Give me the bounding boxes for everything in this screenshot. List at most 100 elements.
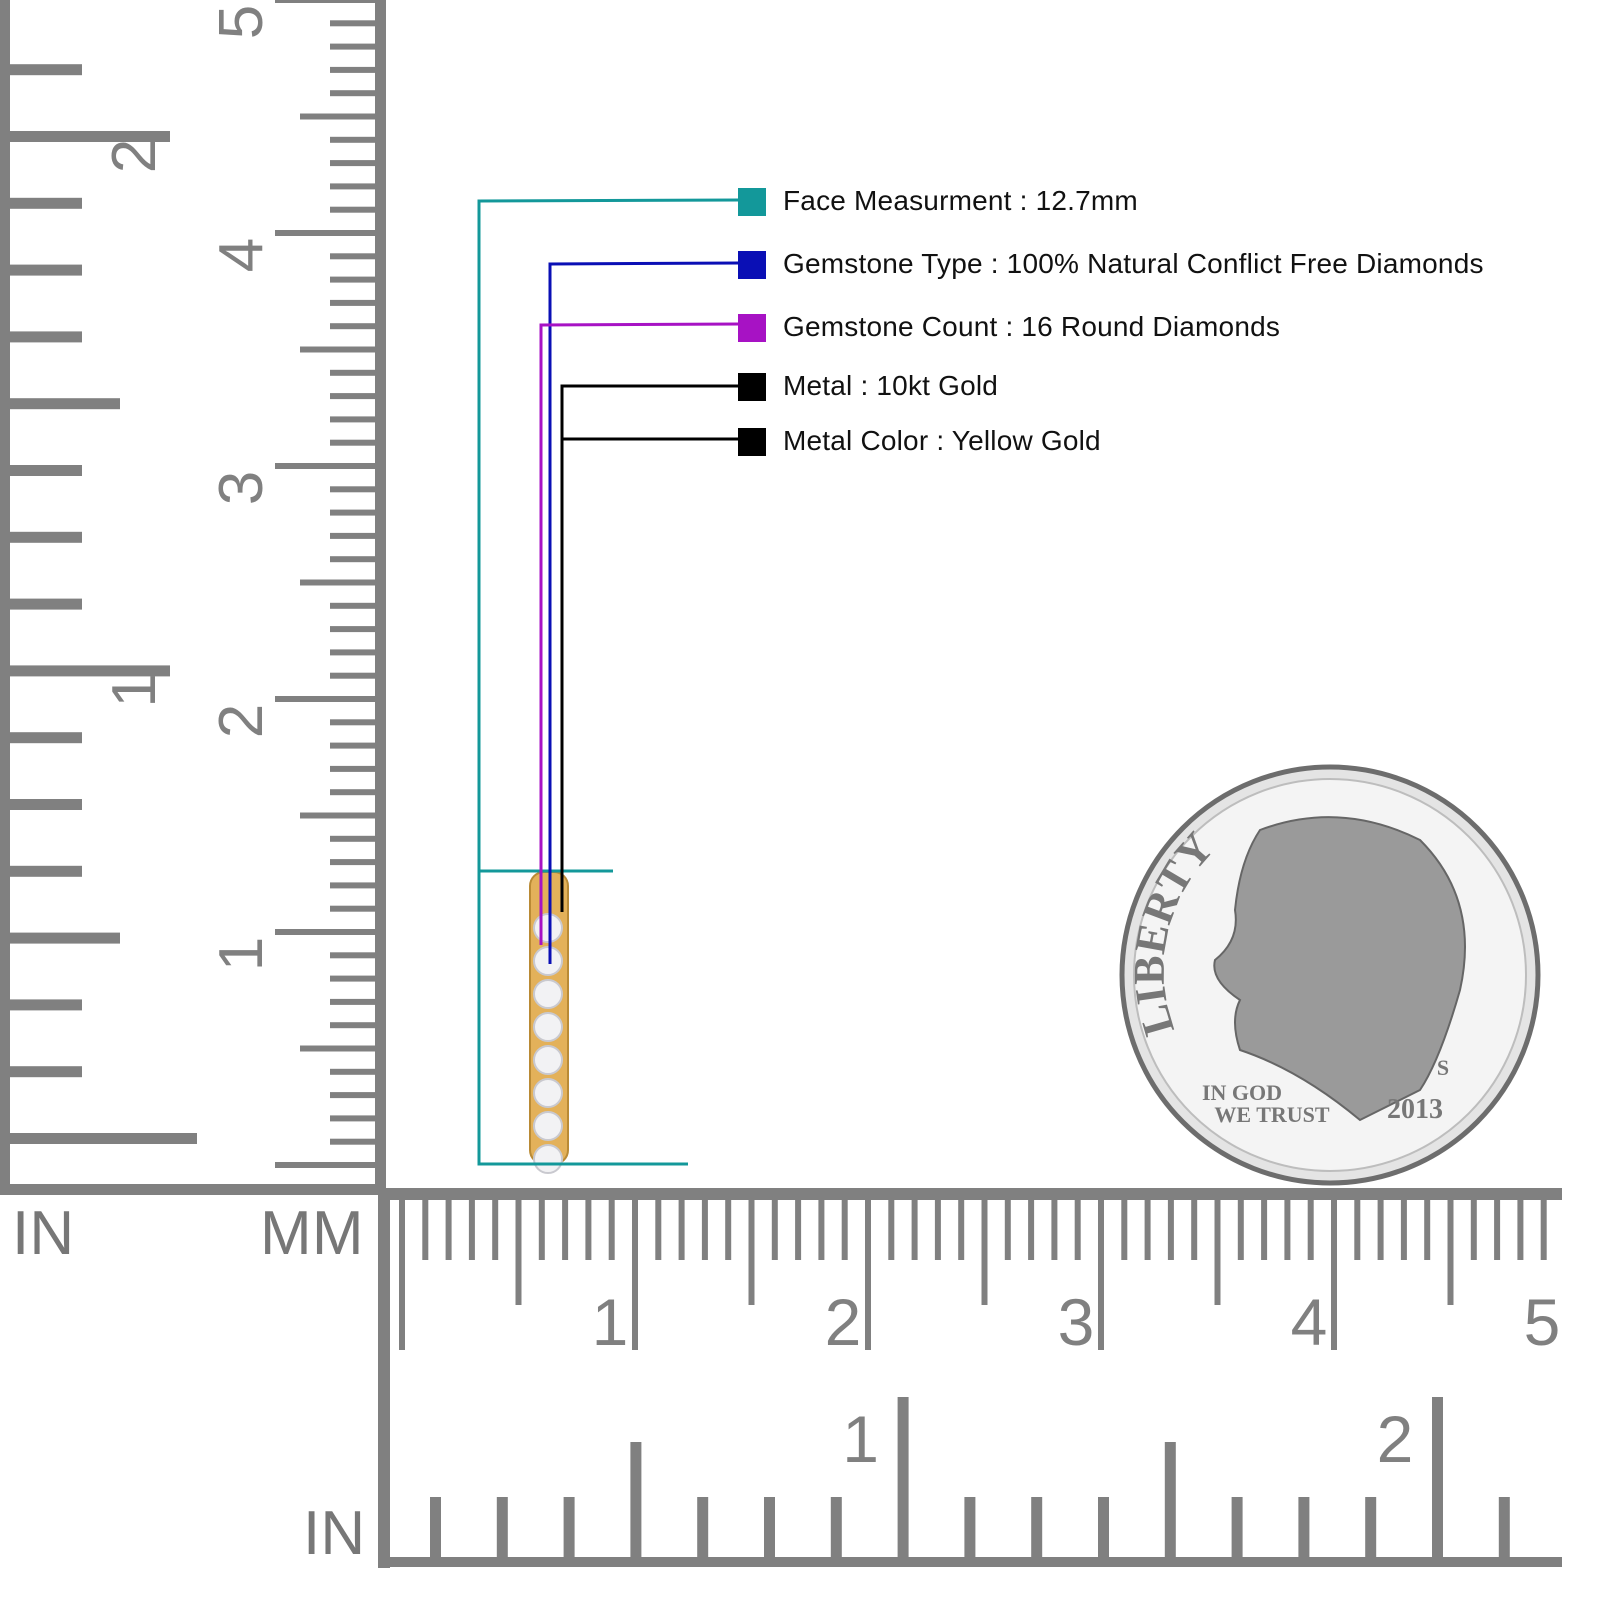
legend-color-swatch bbox=[738, 428, 766, 456]
mm-tick bbox=[701, 1200, 708, 1260]
mm-tick bbox=[330, 323, 375, 330]
mm-tick bbox=[330, 998, 375, 1005]
spec-label: Gemstone Type : 100% Natural Conflict Fr… bbox=[783, 248, 1484, 279]
mm-tick bbox=[275, 463, 375, 469]
diamond bbox=[533, 1045, 563, 1075]
mm-tick bbox=[330, 835, 375, 842]
inch-tick bbox=[964, 1497, 976, 1557]
mm-tick bbox=[1167, 1200, 1174, 1260]
diamond bbox=[533, 1078, 563, 1108]
spec-label: Metal : 10kt Gold bbox=[783, 370, 999, 401]
mm-tick bbox=[1191, 1200, 1198, 1260]
coin-text: 2013 bbox=[1387, 1094, 1443, 1125]
mm-tick bbox=[1237, 1200, 1244, 1260]
leader-lines bbox=[477, 198, 741, 1166]
cm-label-5: 5 bbox=[207, 5, 276, 39]
mm-tick bbox=[911, 1200, 918, 1260]
mm-tick bbox=[538, 1200, 545, 1260]
inch-label-2: 2 bbox=[1377, 1402, 1414, 1476]
mm-tick bbox=[678, 1200, 685, 1260]
left-ruler-edge bbox=[375, 0, 386, 1195]
mm-tick bbox=[1284, 1200, 1291, 1260]
mm-tick bbox=[330, 532, 375, 539]
mm-tick bbox=[422, 1200, 429, 1260]
legend-color-swatch bbox=[738, 314, 766, 342]
mm-tick bbox=[399, 1200, 405, 1350]
mm-tick bbox=[1517, 1200, 1524, 1260]
spec-label: Metal Color : Yellow Gold bbox=[783, 425, 1101, 456]
mm-tick bbox=[1261, 1200, 1268, 1260]
diamond bbox=[533, 1012, 563, 1042]
mm-tick bbox=[1214, 1200, 1221, 1305]
mm-tick bbox=[1377, 1200, 1384, 1260]
mm-tick bbox=[725, 1200, 732, 1260]
inch-tick bbox=[1164, 1442, 1176, 1557]
cm-label-1: 1 bbox=[207, 937, 276, 971]
inch-tick bbox=[830, 1497, 842, 1557]
inch-tick bbox=[1098, 1497, 1109, 1557]
portrait-icon bbox=[1213, 816, 1466, 1122]
mm-tick bbox=[562, 1200, 569, 1260]
mm-tick bbox=[515, 1200, 522, 1305]
inch-tick bbox=[10, 932, 120, 944]
mm-tick bbox=[1331, 1200, 1337, 1350]
mm-tick bbox=[330, 882, 375, 889]
mm-tick bbox=[1028, 1200, 1035, 1260]
inch-tick bbox=[1231, 1497, 1243, 1557]
inch-tick bbox=[10, 331, 82, 343]
left-ruler-mm-label: MM bbox=[260, 1199, 364, 1268]
inch-tick bbox=[10, 465, 82, 476]
mm-tick bbox=[330, 789, 375, 796]
mm-tick bbox=[330, 1068, 375, 1075]
diamond bbox=[533, 979, 563, 1009]
mm-tick bbox=[1144, 1200, 1151, 1260]
cm-label-2: 2 bbox=[825, 1285, 862, 1359]
spec-label: Gemstone Count : 16 Round Diamonds bbox=[783, 311, 1281, 342]
mm-tick bbox=[888, 1200, 895, 1260]
inch-tick bbox=[1298, 1497, 1310, 1557]
legend-color-swatch bbox=[738, 251, 766, 279]
inch-tick bbox=[496, 1497, 508, 1557]
spec-label: Face Measurment : 12.7mm bbox=[783, 185, 1138, 216]
inch-tick bbox=[630, 1442, 642, 1557]
diamond bbox=[533, 1144, 563, 1174]
mm-tick bbox=[330, 1115, 375, 1122]
mm-tick bbox=[1447, 1200, 1454, 1305]
mm-tick bbox=[330, 905, 375, 912]
mm-tick bbox=[330, 136, 375, 143]
mm-tick bbox=[330, 952, 375, 959]
inch-tick bbox=[697, 1497, 709, 1557]
mm-tick bbox=[275, 230, 375, 236]
inch-tick bbox=[1365, 1497, 1377, 1557]
left-ruler: 1 2 3 4 5 1 2 bbox=[0, 0, 386, 1195]
bottom-ruler-bottom-edge bbox=[380, 1557, 1562, 1567]
inch-tick bbox=[10, 398, 120, 410]
mm-tick bbox=[795, 1200, 802, 1260]
mm-tick bbox=[330, 253, 375, 260]
mm-tick bbox=[330, 975, 375, 982]
mm-tick bbox=[608, 1200, 615, 1260]
inch-tick bbox=[764, 1497, 775, 1557]
inch-tick bbox=[10, 131, 170, 142]
mm-tick bbox=[330, 20, 375, 27]
mm-tick bbox=[300, 346, 375, 353]
mm-tick bbox=[492, 1200, 499, 1260]
mm-tick bbox=[330, 1092, 375, 1099]
mm-tick bbox=[1004, 1200, 1011, 1260]
left-ruler-left-edge bbox=[0, 0, 10, 1195]
mm-tick bbox=[330, 649, 375, 656]
inch-tick bbox=[1432, 1397, 1443, 1557]
mm-tick bbox=[330, 1022, 375, 1029]
bottom-ruler-inch-label: IN bbox=[303, 1499, 366, 1568]
coin-text: S bbox=[1437, 1055, 1449, 1080]
mm-tick bbox=[1540, 1200, 1547, 1260]
mm-tick bbox=[275, 696, 375, 702]
mm-tick bbox=[841, 1200, 848, 1260]
mm-tick bbox=[275, 929, 375, 935]
mm-tick bbox=[330, 206, 375, 213]
mm-tick bbox=[818, 1200, 825, 1260]
mm-tick bbox=[1424, 1200, 1431, 1260]
mm-tick bbox=[330, 602, 375, 609]
coin-text: WE TRUST bbox=[1214, 1102, 1329, 1127]
